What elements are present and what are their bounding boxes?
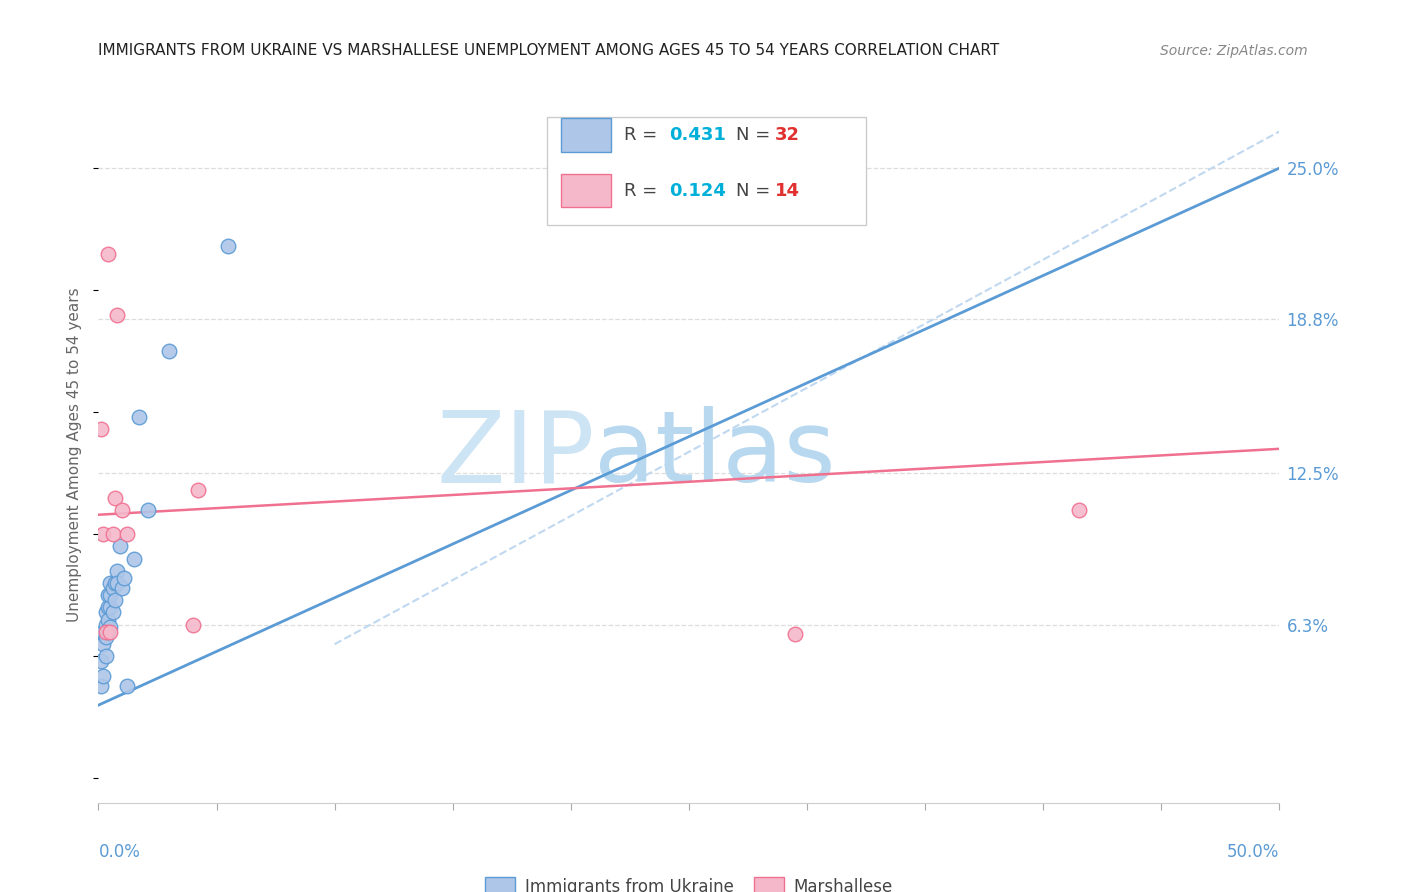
Point [91, 637, 114, 651]
Point [105, 564, 128, 578]
Point [105, 308, 128, 322]
Point [97, 600, 120, 615]
Point [91, 624, 114, 639]
Point [115, 527, 138, 541]
Point [91, 527, 114, 541]
Point [90, 422, 112, 436]
Point [111, 503, 134, 517]
Point [98, 624, 121, 639]
Point [94, 624, 117, 639]
Point [101, 606, 124, 620]
Point [91, 669, 114, 683]
Point [98, 620, 121, 634]
Point [98, 588, 121, 602]
Point [98, 600, 121, 615]
Text: 50.0%: 50.0% [1227, 843, 1279, 861]
Legend: Immigrants from Ukraine, Marshallese: Immigrants from Ukraine, Marshallese [478, 871, 900, 892]
Point [94, 617, 117, 632]
Point [181, 617, 204, 632]
Text: 32: 32 [775, 126, 800, 144]
Text: atlas: atlas [595, 407, 837, 503]
Text: 0.431: 0.431 [669, 126, 725, 144]
Point [104, 593, 127, 607]
Point [97, 588, 120, 602]
Point [94, 649, 117, 664]
Text: IMMIGRANTS FROM UKRAINE VS MARSHALLESE UNEMPLOYMENT AMONG AGES 45 TO 54 YEARS CO: IMMIGRANTS FROM UKRAINE VS MARSHALLESE U… [98, 43, 1000, 58]
FancyBboxPatch shape [561, 174, 612, 207]
FancyBboxPatch shape [561, 118, 612, 152]
Text: R =: R = [624, 182, 664, 200]
Text: ZIP: ZIP [436, 407, 595, 503]
Point [105, 576, 128, 591]
Y-axis label: Unemployment Among Ages 45 to 54 years: Unemployment Among Ages 45 to 54 years [67, 287, 83, 623]
Point [97, 246, 120, 260]
Point [157, 344, 180, 359]
Point [90, 654, 112, 668]
Point [187, 483, 209, 498]
Point [104, 576, 127, 591]
Text: Source: ZipAtlas.com: Source: ZipAtlas.com [1160, 44, 1308, 58]
Point [98, 576, 121, 591]
Text: 14: 14 [775, 182, 800, 200]
Text: N =: N = [737, 126, 776, 144]
Point [104, 491, 127, 505]
Point [217, 239, 239, 253]
Point [115, 679, 138, 693]
Point [101, 527, 124, 541]
Point [111, 581, 134, 595]
Point [112, 571, 135, 585]
Point [97, 624, 120, 639]
Point [136, 503, 159, 517]
Point [94, 606, 117, 620]
Point [785, 627, 807, 641]
Point [128, 410, 150, 425]
Text: 0.124: 0.124 [669, 182, 725, 200]
Point [97, 613, 120, 627]
Text: N =: N = [737, 182, 776, 200]
Point [101, 581, 124, 595]
Point [108, 540, 131, 554]
Text: R =: R = [624, 126, 664, 144]
FancyBboxPatch shape [547, 118, 866, 226]
Point [122, 551, 145, 566]
Point [1067, 503, 1090, 517]
Point [90, 679, 112, 693]
Point [94, 630, 117, 644]
Text: 0.0%: 0.0% [98, 843, 141, 861]
